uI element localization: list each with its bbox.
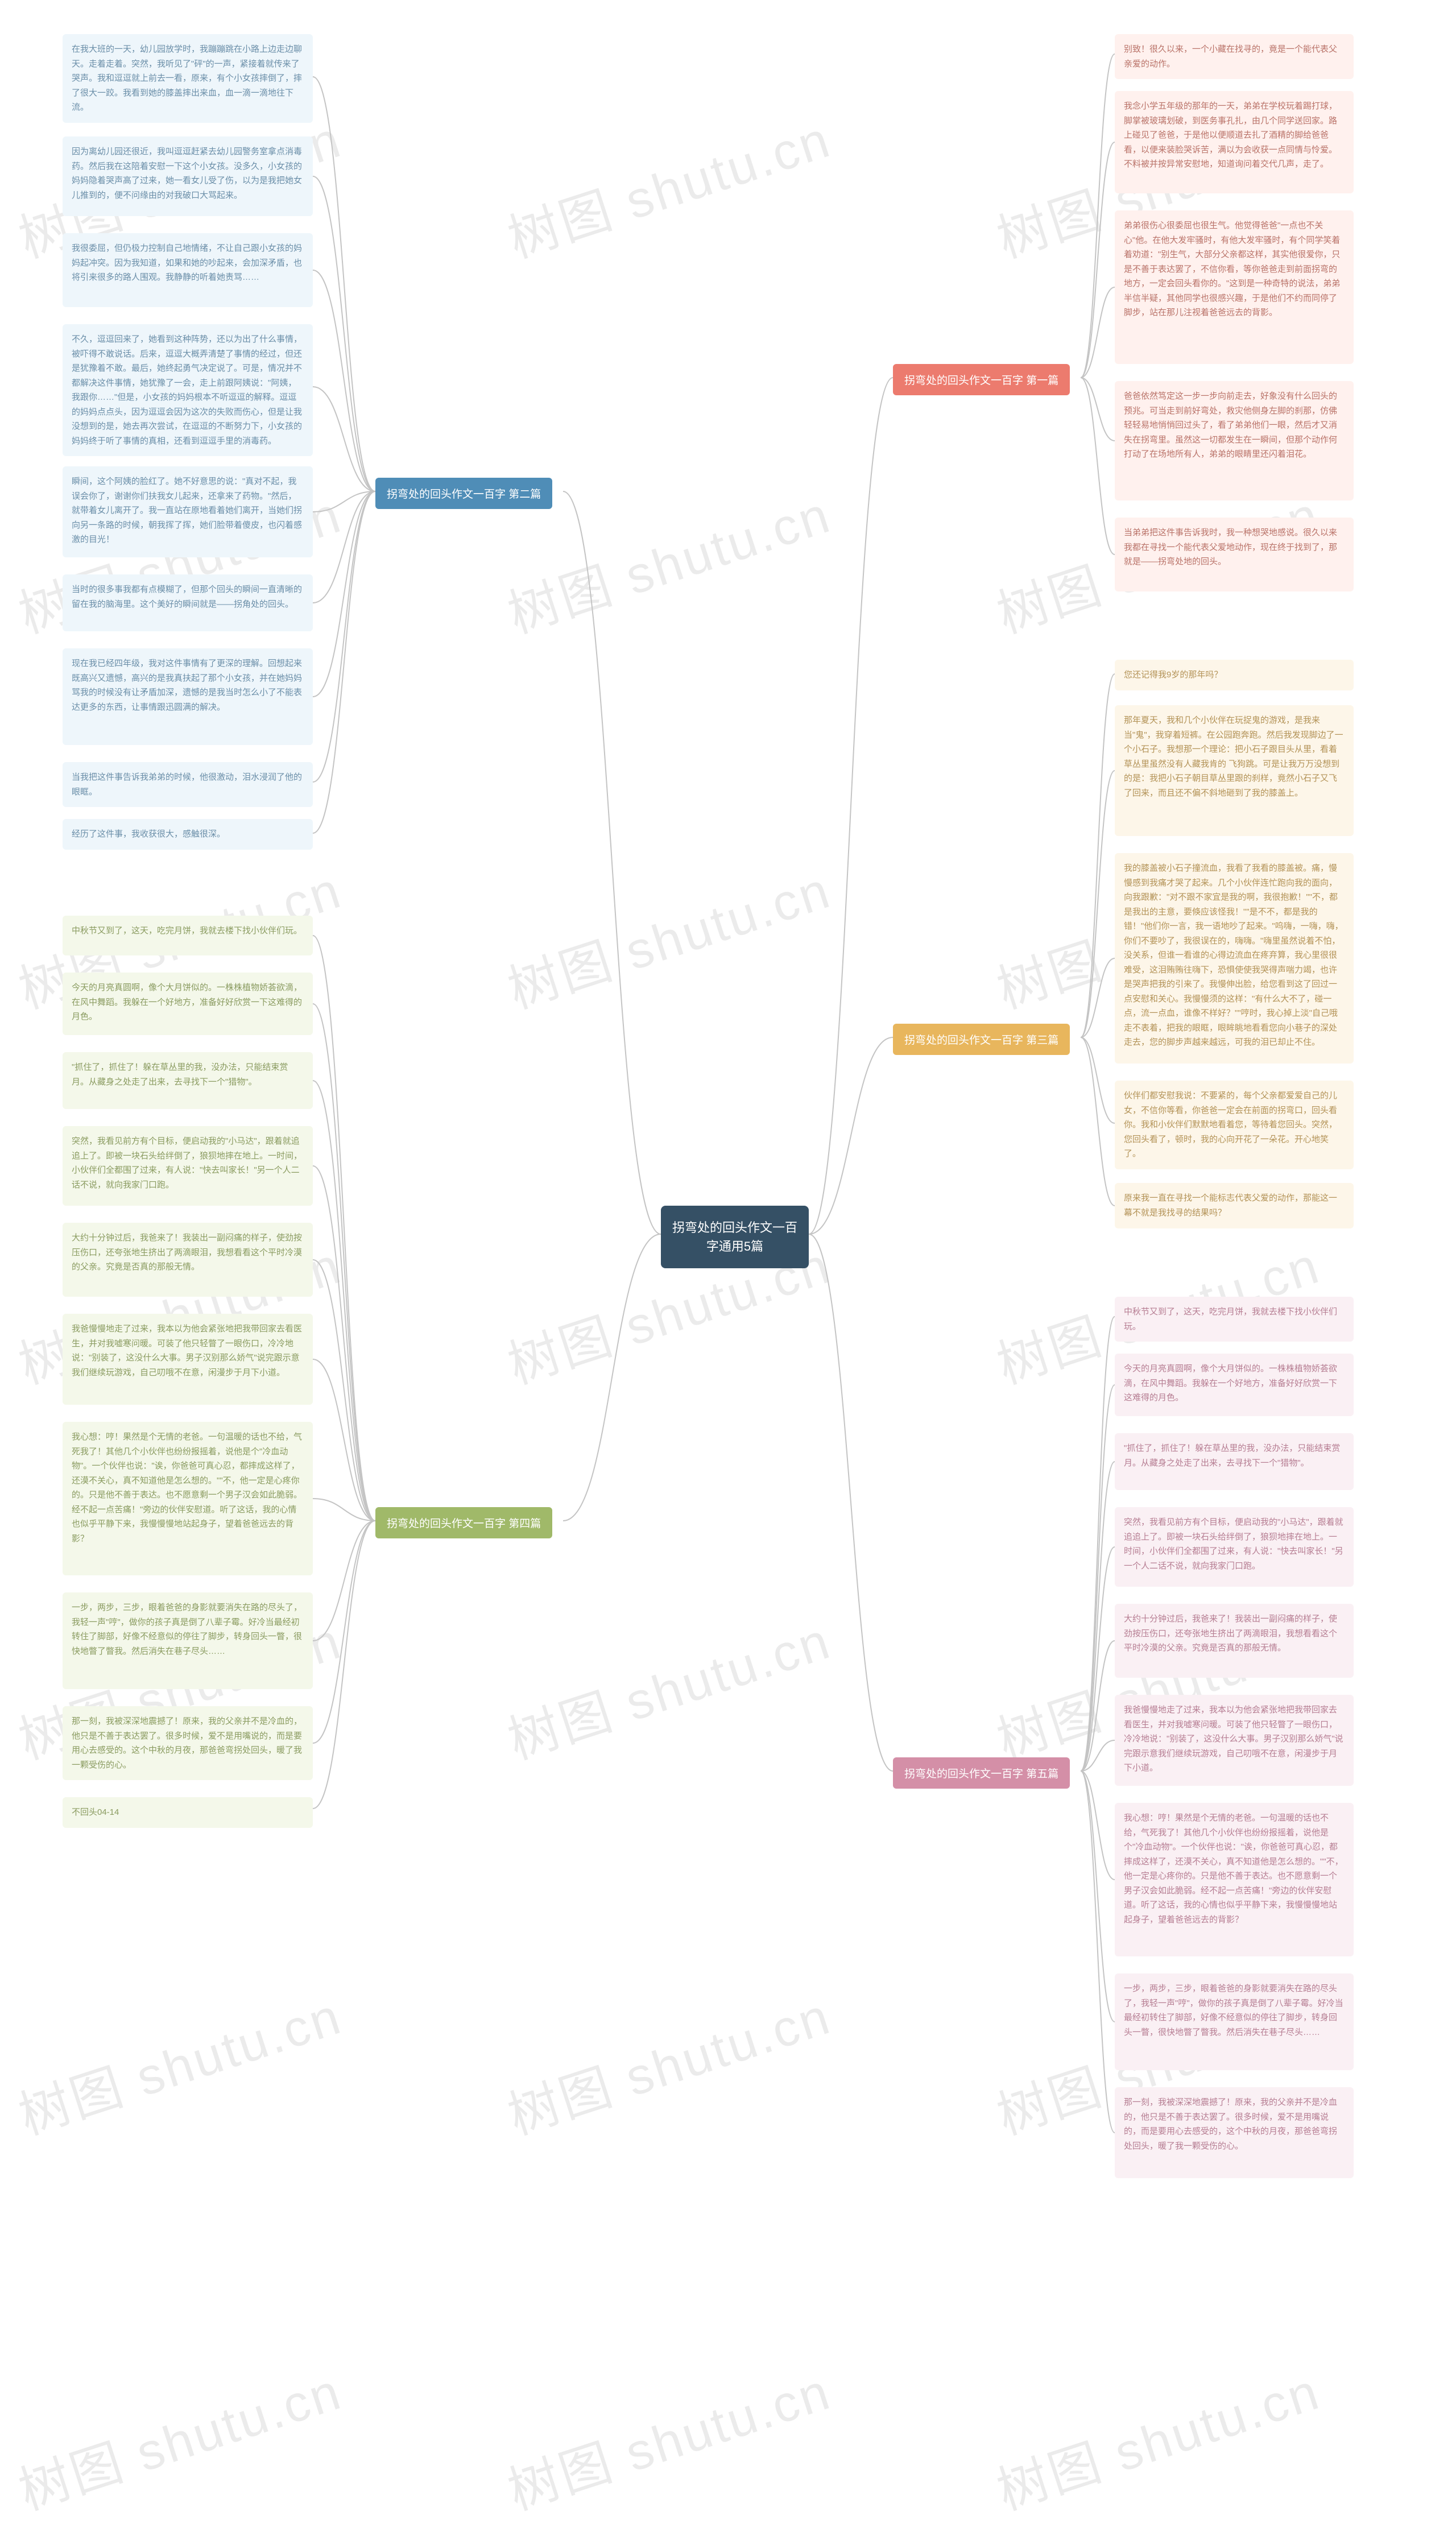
center-title: 拐弯处的回头作文一百字通用5篇 [672, 1220, 797, 1253]
leaf-text: 我爸慢慢地走了过来，我本以为他会紧张地把我带回家去看医生，并对我嘘寒问暖。可装了… [1115, 1695, 1354, 1786]
leaf-text: 不回头04-14 [63, 1797, 313, 1828]
leaf-text: 中秋节又到了，这天，吃完月饼，我就去楼下找小伙伴们玩。 [1115, 1297, 1354, 1342]
leaf-text: 大约十分钟过后，我爸来了！我装出一副闷痛的样子，使劲按压伤口，还夸张地生挤出了两… [1115, 1604, 1354, 1678]
leaf-text: 我念小学五年级的那年的一天，弟弟在学校玩着踢打球，脚掌被玻璃划破，到医务事孔扎，… [1115, 91, 1354, 193]
leaf-text: 现在我已经四年级，我对这件事情有了更深的理解。回想起来既高兴又遗憾，高兴的是我真… [63, 648, 313, 745]
leaf-text: 突然，我看见前方有个目标，便启动我的"小马达"，跟着就追追上了。即被一块石头给绊… [63, 1126, 313, 1206]
leaf-text: 当弟弟把这件事告诉我时，我一种想哭地感说。很久以来我都在寻找一个能代表父爱地动作… [1115, 518, 1354, 591]
leaf-text: 不久，逗逗回来了，她看到这种阵势，还以为出了什么事情，被吓得不敢说话。后来，逗逗… [63, 324, 313, 456]
leaf-text: 当时的很多事我都有点模糊了，但那个回头的瞬间一直清晰的留在我的脑海里。这个美好的… [63, 574, 313, 631]
leaf-text: 一步，两步，三步，眼着爸爸的身影就要消失在路的尽头了，我轻一声"哼"，做你的孩子… [1115, 1973, 1354, 2070]
leaf-text: 那一刻，我被深深地震撼了！原来，我的父亲并不是冷血的，他只是不善于表达罢了。很多… [63, 1706, 313, 1780]
leaf-text: 那一刻，我被深深地震撼了！原来，我的父亲并不是冷血的，他只是不善于表达罢了。很多… [1115, 2087, 1354, 2178]
leaf-text: 今天的月亮真圆啊，像个大月饼似的。一株株植物娇荟欲滴，在风中舞蹈。我躲在一个好地… [1115, 1354, 1354, 1416]
leaf-text: 我的膝盖被小石子撞流血，我看了我看的膝盖被。痛，慢慢感到我痛才哭了起来。几个小伙… [1115, 853, 1354, 1064]
leaf-text: 突然，我看见前方有个目标，便启动我的"小马达"，跟着就追追上了。即被一块石头给绊… [1115, 1507, 1354, 1587]
leaf-text: 在我大班的一天，幼儿园放学时，我蹦蹦跳在小路上边走边聊天。走着走着。突然，我听见… [63, 34, 313, 123]
branch-label: 拐弯处的回头作文一百字 第三篇 [893, 1024, 1070, 1055]
leaf-text: 那年夏天，我和几个小伙伴在玩捉鬼的游戏，是我来当"鬼"，我穿着短裤。在公园跑奔跑… [1115, 705, 1354, 836]
leaf-text: 您还记得我9岁的那年吗？ [1115, 660, 1354, 690]
leaf-text: 因为离幼儿园还很近，我叫逗逗赶紧去幼儿园警务室拿点消毒药。然后我在这陪着安慰一下… [63, 136, 313, 216]
leaf-text: 爸爸依然笃定这一步一步向前走去，好象没有什么回头的预兆。可当走到前好弯处，救灾他… [1115, 381, 1354, 500]
branch-label: 拐弯处的回头作文一百字 第一篇 [893, 364, 1070, 395]
leaf-text: 弟弟很伤心很委屈也很生气。他觉得爸爸"一点也不关心"他。在他大发牢骚时，有他大发… [1115, 210, 1354, 364]
leaf-text: "抓住了，抓住了！躲在草丛里的我，没办法，只能结束赏月。从藏身之处走了出来，去寻… [1115, 1433, 1354, 1490]
leaf-text: 我很委屈，但仍极力控制自己地情绪，不让自己跟小女孩的妈妈起冲突。因为我知道，如果… [63, 233, 313, 307]
leaf-text: 我心想：哼！果然是个无情的老爸。一句温暖的话也不给，气死我了！其他几个小伙伴也纷… [1115, 1803, 1354, 1956]
leaf-text: 原来我一直在寻找一个能标志代表父爱的动作，那能这一幕不就是我找寻的结果吗？ [1115, 1183, 1354, 1228]
leaf-text: "抓住了，抓住了！躲在草丛里的我，没办法，只能结束赏月。从藏身之处走了出来，去寻… [63, 1052, 313, 1109]
leaf-text: 别致！很久以来，一个小藏在找寻的，竟是一个能代表父亲爱的动作。 [1115, 34, 1354, 79]
leaf-text: 我心想：哼！果然是个无情的老爸。一句温暖的话也不给，气死我了！其他几个小伙伴也纷… [63, 1422, 313, 1575]
mindmap-center-node: 拐弯处的回头作文一百字通用5篇 [661, 1206, 809, 1268]
leaf-text: 瞬间，这个阿姨的脸红了。她不好意思的说："真对不起，我误会你了，谢谢你们扶我女儿… [63, 466, 313, 557]
leaf-text: 一步，两步，三步，眼着爸爸的身影就要消失在路的尽头了，我轻一声"哼"，做你的孩子… [63, 1592, 313, 1689]
branch-label: 拐弯处的回头作文一百字 第二篇 [375, 478, 552, 509]
branch-label: 拐弯处的回头作文一百字 第五篇 [893, 1757, 1070, 1789]
leaf-text: 伙伴们都安慰我说：不要紧的，每个父亲都爱爱自己的儿女，不信你等看，你爸爸一定会在… [1115, 1081, 1354, 1169]
leaf-text: 经历了这件事，我收获很大，感触很深。 [63, 819, 313, 850]
branch-label: 拐弯处的回头作文一百字 第四篇 [375, 1507, 552, 1538]
leaf-text: 中秋节又到了，这天，吃完月饼，我就去楼下找小伙伴们玩。 [63, 916, 313, 955]
leaf-text: 大约十分钟过后，我爸来了！我装出一副闷痛的样子，使劲按压伤口，还夸张地生挤出了两… [63, 1223, 313, 1297]
leaf-text: 我爸慢慢地走了过来，我本以为他会紧张地把我带回家去看医生，并对我嘘寒问暖。可装了… [63, 1314, 313, 1405]
leaf-text: 今天的月亮真圆啊，像个大月饼似的。一株株植物娇荟欲滴，在风中舞蹈。我躲在一个好地… [63, 973, 313, 1035]
leaf-text: 当我把这件事告诉我弟弟的时候，他很激动，泪水浸润了他的眼眶。 [63, 762, 313, 807]
